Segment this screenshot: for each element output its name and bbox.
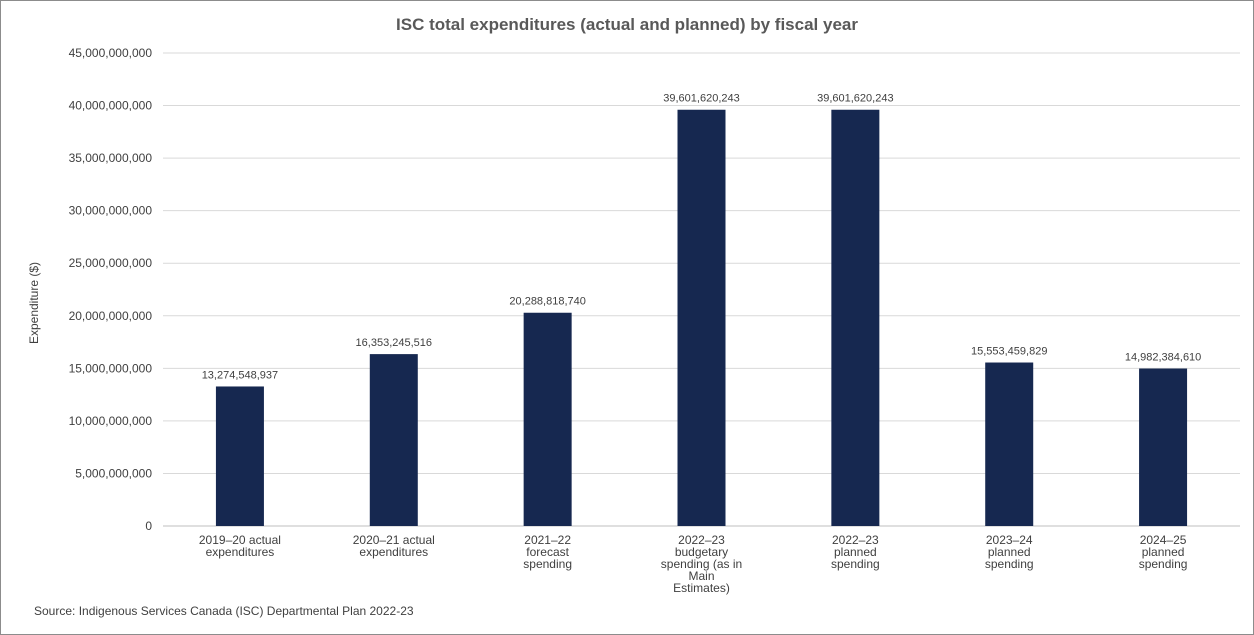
bar <box>523 312 572 526</box>
y-tick-label: 25,000,000,000 <box>69 256 153 270</box>
bar <box>831 109 880 526</box>
bar <box>1139 368 1188 526</box>
y-tick-label: 35,000,000,000 <box>69 151 153 165</box>
y-tick-label: 45,000,000,000 <box>69 46 153 60</box>
chart-title: ISC total expenditures (actual and plann… <box>396 15 858 34</box>
x-tick-label: 2022–23 budgetary spending (as in Main Estim… <box>661 533 742 595</box>
x-tick-label: 2023–24 planned spending <box>985 533 1034 571</box>
x-tick-label: 2022–23 planned spending <box>831 533 880 571</box>
data-label: 20,288,818,740 <box>509 296 585 308</box>
y-tick-label: 40,000,000,000 <box>69 99 153 113</box>
bar <box>985 362 1034 526</box>
y-tick-label: 0 <box>145 519 152 533</box>
y-tick-label: 10,000,000,000 <box>69 414 153 428</box>
y-tick-label: 15,000,000,000 <box>69 361 153 375</box>
source-note: Source: Indigenous Services Canada (ISC)… <box>34 604 414 618</box>
bar <box>369 354 418 526</box>
data-label: 14,982,384,610 <box>1125 352 1201 364</box>
bar <box>215 386 264 526</box>
bar <box>677 109 726 526</box>
data-label: 15,553,459,829 <box>971 346 1047 358</box>
data-label: 16,353,245,516 <box>356 337 432 349</box>
y-tick-label: 20,000,000,000 <box>69 309 153 323</box>
x-tick-label: 2024–25 planned spending <box>1139 533 1188 571</box>
y-tick-label: 5,000,000,000 <box>75 466 152 480</box>
x-tick-label: 2020–21 actual expenditures <box>353 533 435 559</box>
y-tick-label: 30,000,000,000 <box>69 204 153 218</box>
x-tick-label: 2021–22 forecast spending <box>523 533 572 571</box>
data-label: 13,274,548,937 <box>202 369 278 381</box>
data-label: 39,601,620,243 <box>663 93 739 105</box>
x-tick-label: 2019–20 actual expenditures <box>199 533 281 559</box>
data-label: 39,601,620,243 <box>817 93 893 105</box>
